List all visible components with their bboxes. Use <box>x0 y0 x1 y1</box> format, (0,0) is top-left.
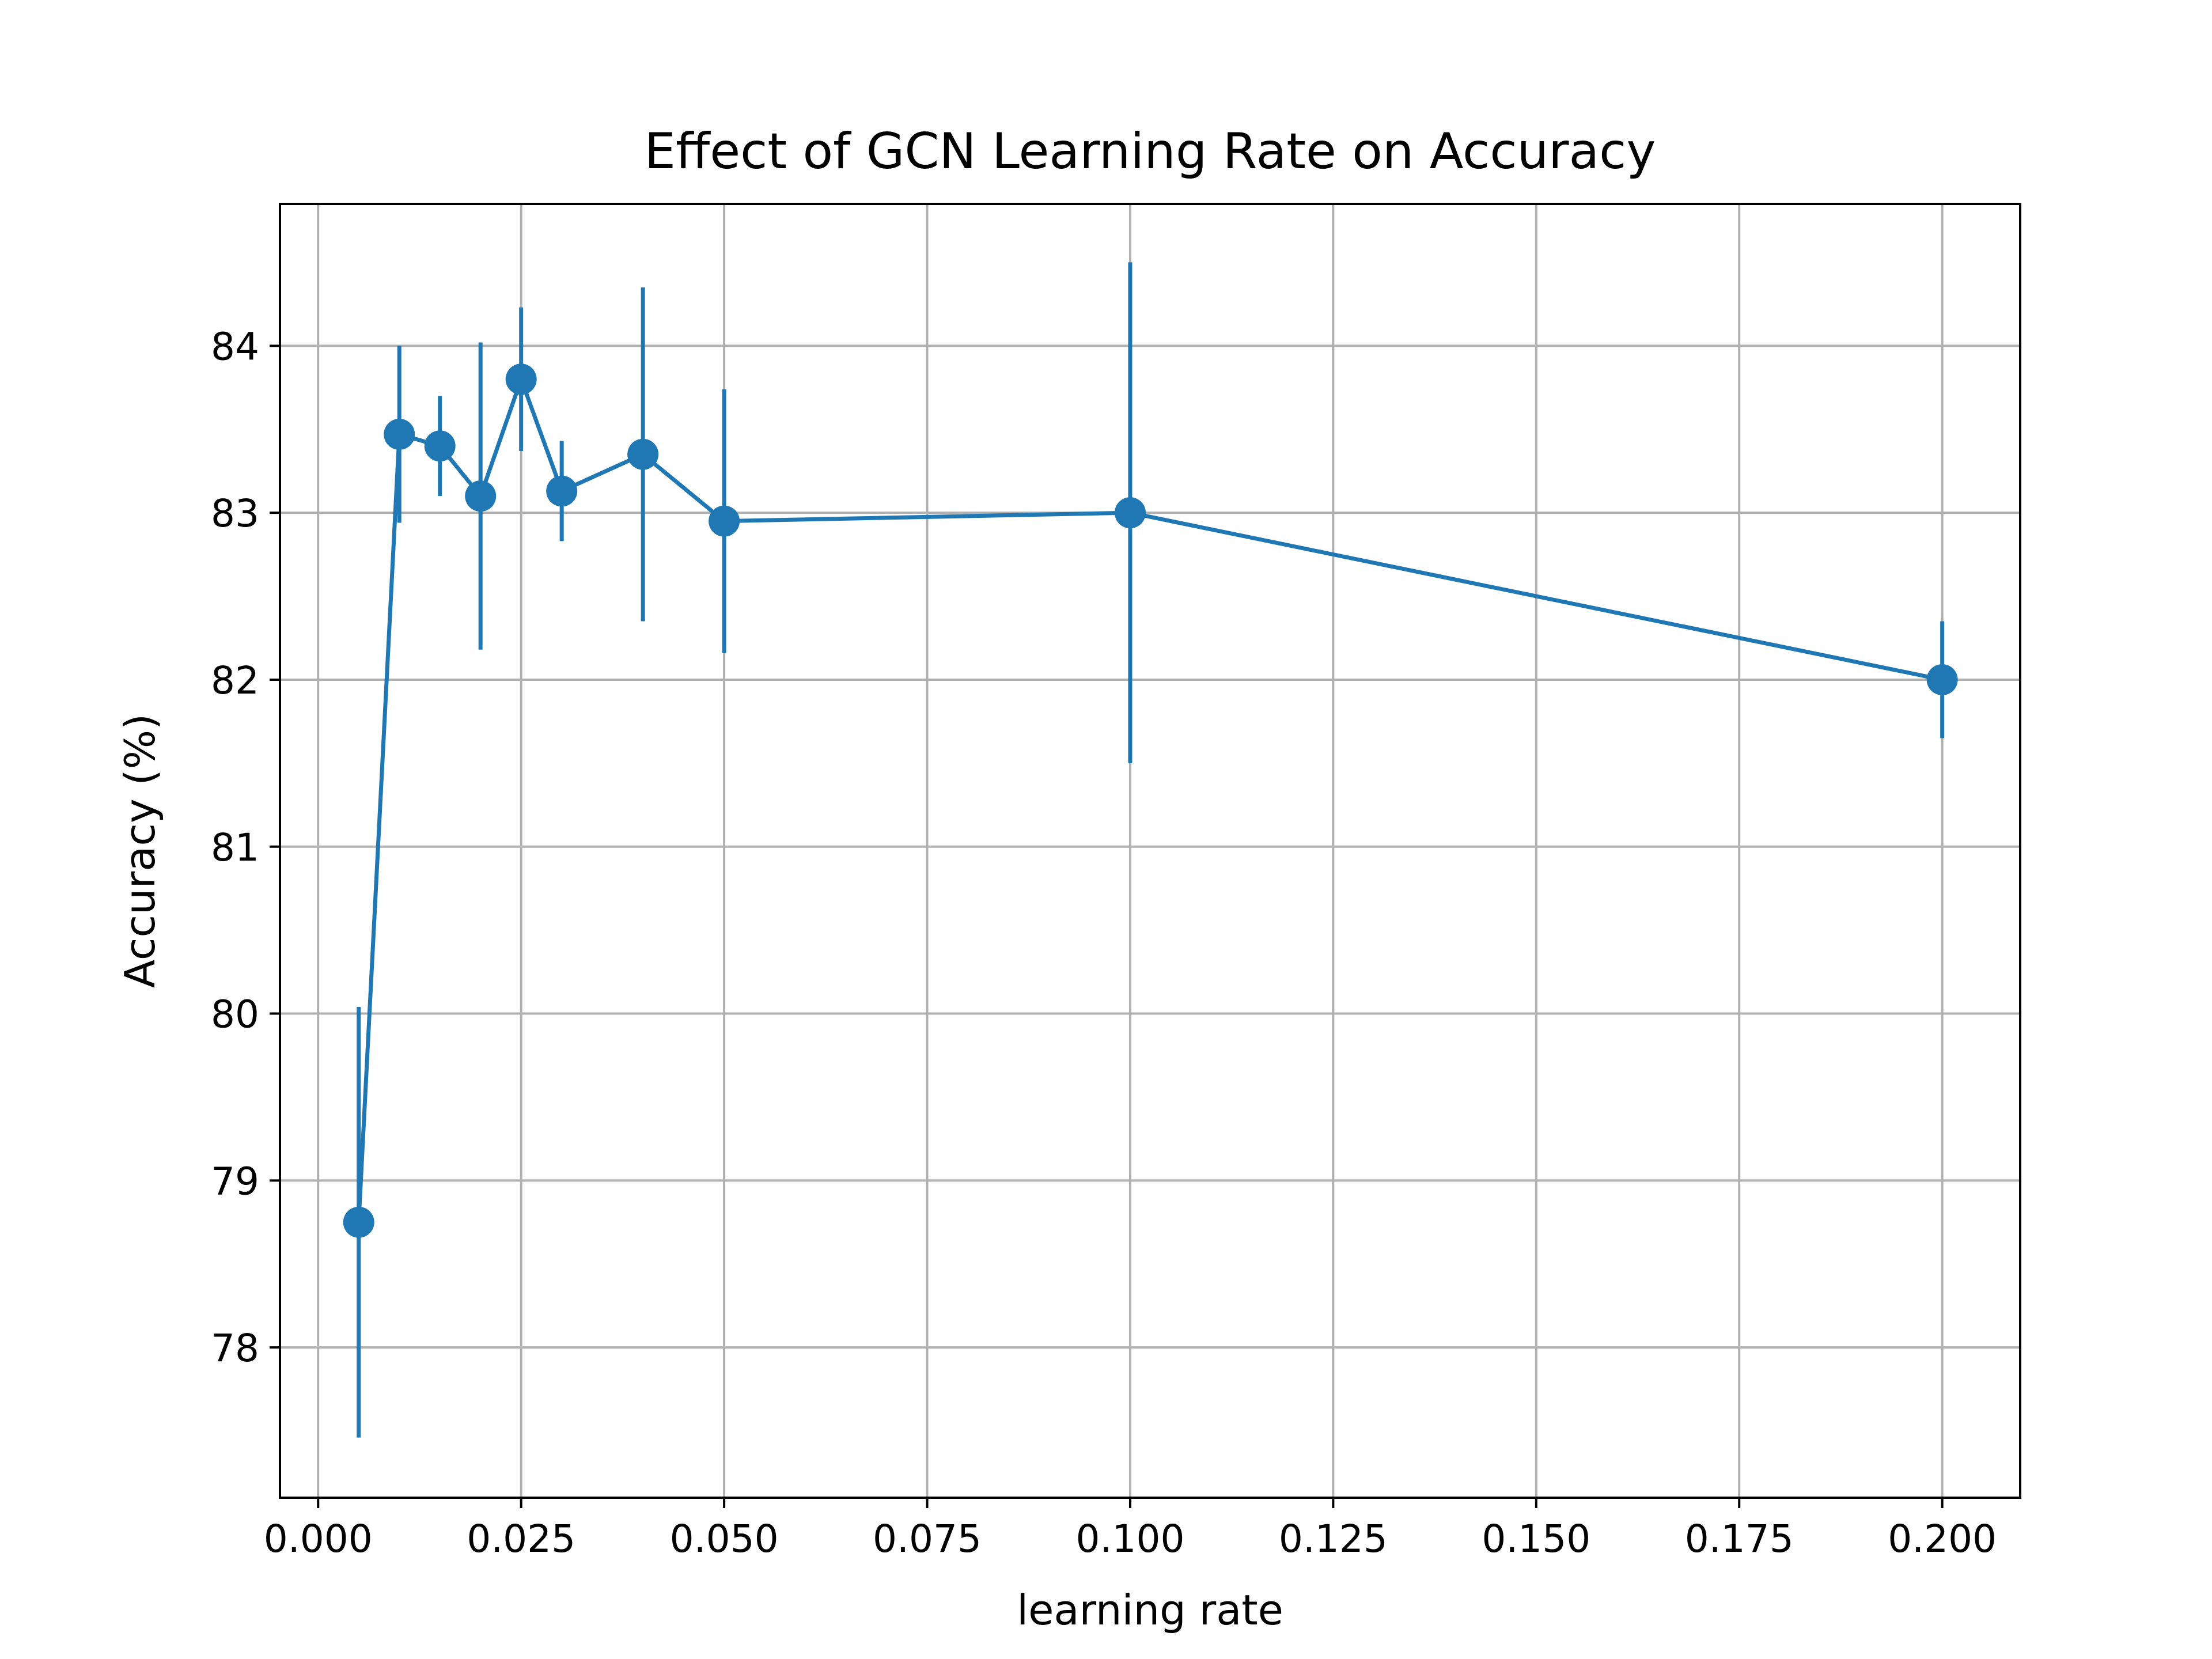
x-tick-label: 0.150 <box>1482 1517 1590 1561</box>
data-point <box>1114 497 1146 529</box>
x-tick-label: 0.200 <box>1888 1517 1997 1561</box>
x-tick-label: 0.025 <box>467 1517 575 1561</box>
data-point <box>505 363 537 395</box>
y-tick-label: 78 <box>211 1326 259 1370</box>
x-tick-label: 0.075 <box>873 1517 982 1561</box>
x-axis-label: learning rate <box>1017 1586 1283 1634</box>
y-tick-label: 79 <box>211 1159 259 1203</box>
y-tick-label: 81 <box>211 825 259 870</box>
x-tick-label: 0.000 <box>264 1517 373 1561</box>
chart-title: Effect of GCN Learning Rate on Accuracy <box>645 123 1656 180</box>
data-point <box>546 475 578 507</box>
y-tick-label: 83 <box>211 491 259 536</box>
x-tick-label: 0.100 <box>1075 1517 1184 1561</box>
y-tick-label: 84 <box>211 324 259 369</box>
plot-frame <box>279 203 2021 1499</box>
data-point <box>709 505 740 537</box>
data-point <box>627 438 659 470</box>
y-tick-label: 82 <box>211 658 259 703</box>
grid <box>280 204 2020 1498</box>
data-point <box>343 1206 374 1238</box>
data-point <box>424 430 456 462</box>
data-point <box>384 418 415 450</box>
y-axis-label: Accuracy (%) <box>116 714 164 988</box>
data-point <box>465 480 497 512</box>
x-axis: 0.000 0.025 0.050 0.075 0.100 0.125 0.150 0.175… <box>264 1498 1997 1561</box>
series-line <box>357 377 1943 1222</box>
data-point <box>1926 664 1958 695</box>
y-axis: 78 79 80 81 82 83 84 <box>211 324 280 1370</box>
y-tick-label: 80 <box>211 993 259 1037</box>
x-tick-label: 0.125 <box>1279 1517 1388 1561</box>
x-tick-label: 0.050 <box>670 1517 779 1561</box>
series-layer <box>343 262 1958 1438</box>
x-tick-label: 0.175 <box>1685 1517 1794 1561</box>
